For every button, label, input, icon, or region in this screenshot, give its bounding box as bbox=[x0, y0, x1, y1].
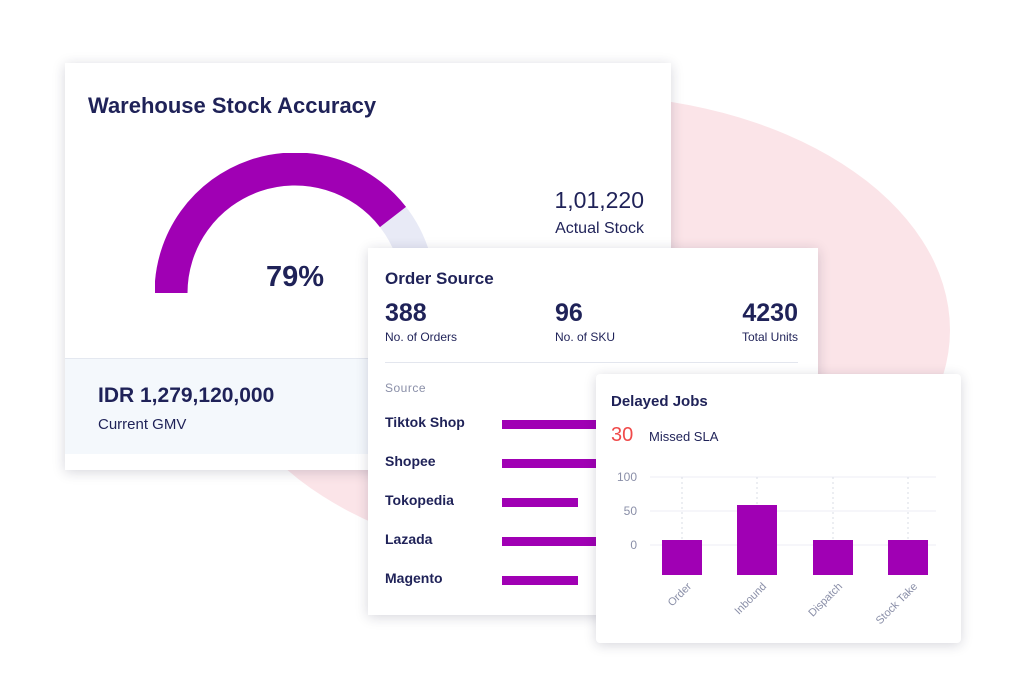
source-label: Shopee bbox=[385, 453, 436, 469]
accuracy-percent: 79% bbox=[265, 261, 325, 293]
source-bar bbox=[502, 576, 578, 585]
stat-label: Total Units bbox=[741, 330, 798, 344]
source-row-lazada: Lazada bbox=[385, 531, 805, 551]
divider bbox=[385, 362, 798, 363]
y-tick-label: 100 bbox=[617, 470, 637, 484]
source-label: Tiktok Shop bbox=[385, 414, 465, 430]
y-tick-label: 0 bbox=[630, 538, 637, 552]
accuracy-gauge bbox=[155, 153, 436, 294]
bar-inbound bbox=[737, 505, 777, 575]
source-row-tokopedia: Tokopedia bbox=[385, 492, 805, 512]
source-label: Lazada bbox=[385, 531, 433, 547]
stat-label: No. of SKU bbox=[555, 330, 616, 344]
source-bar bbox=[502, 459, 612, 468]
source-row-shopee: Shopee bbox=[385, 453, 805, 473]
actual-stock-value: 1,01,220 bbox=[554, 187, 644, 213]
delayed-jobs-card: Delayed Jobs 30 Missed SLA 100 50 0 Order In… bbox=[596, 374, 961, 643]
source-label: Magento bbox=[385, 570, 443, 586]
stat-sku: 96 No. of SKU bbox=[555, 298, 615, 344]
missed-sla-count: 30 bbox=[611, 424, 634, 446]
x-tick-label: Inbound bbox=[733, 581, 770, 618]
gmv-label: Current GMV bbox=[98, 416, 187, 433]
bar-stock-take bbox=[888, 540, 928, 575]
card-title: Delayed Jobs bbox=[611, 393, 708, 410]
source-row-tiktok: Tiktok Shop bbox=[385, 414, 805, 434]
card-title: Warehouse Stock Accuracy bbox=[88, 93, 377, 118]
actual-stock-label: Actual Stock bbox=[555, 220, 644, 237]
x-tick-label: Order bbox=[666, 580, 695, 609]
source-label: Tokopedia bbox=[385, 492, 454, 508]
source-bar bbox=[502, 498, 578, 507]
stat-value: 388 bbox=[385, 299, 427, 327]
source-row-magento: Magento bbox=[385, 570, 805, 590]
stat-units: 4230 Total Units bbox=[742, 298, 798, 344]
bar-order bbox=[662, 540, 702, 575]
stat-value: 96 bbox=[555, 299, 583, 327]
source-header: Source bbox=[385, 381, 427, 395]
gmv-value: IDR 1,279,120,000 bbox=[98, 384, 275, 407]
x-tick-label: Dispatch bbox=[806, 581, 845, 620]
stat-label: No. of Orders bbox=[385, 330, 458, 344]
x-tick-label: Stock Take bbox=[874, 581, 920, 627]
missed-sla-label: Missed SLA bbox=[649, 429, 719, 444]
stat-orders: 388 No. of Orders bbox=[385, 298, 457, 344]
stat-value: 4230 bbox=[742, 299, 798, 327]
source-bar bbox=[502, 420, 612, 429]
card-title: Order Source bbox=[385, 269, 494, 288]
bar-dispatch bbox=[813, 540, 853, 575]
y-tick-label: 50 bbox=[624, 504, 638, 518]
delayed-jobs-chart: 100 50 0 Order Inbound Dispatch Stock Take bbox=[617, 470, 936, 627]
source-bar bbox=[502, 537, 612, 546]
gauge-fill bbox=[155, 153, 407, 294]
